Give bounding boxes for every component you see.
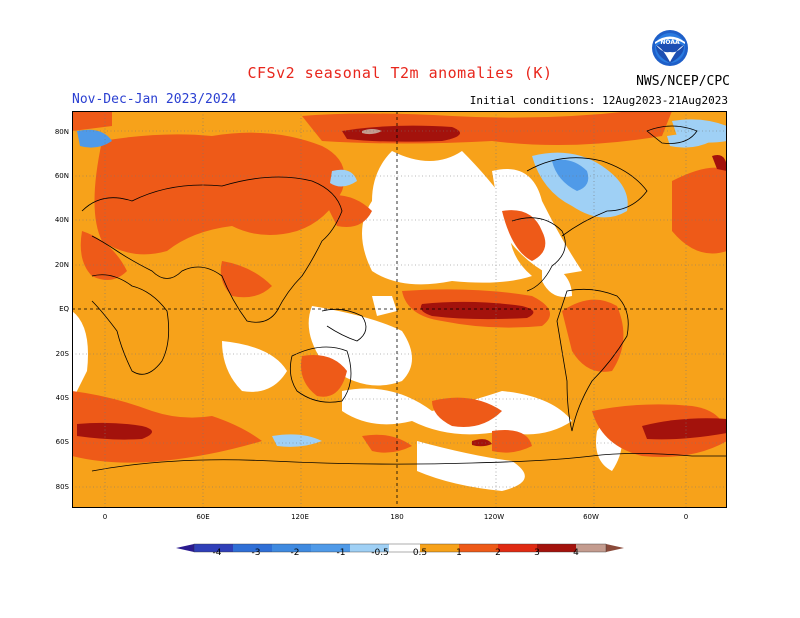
lon-label-120w: 120W bbox=[483, 513, 505, 521]
lon-label-0: 0 bbox=[102, 513, 108, 521]
logo-text: NOAA bbox=[660, 39, 680, 46]
forecast-period: Nov-Dec-Jan 2023/2024 bbox=[72, 92, 237, 107]
colorbar-label: -0.5 bbox=[371, 548, 389, 558]
cold-anomalies bbox=[77, 119, 727, 447]
lat-label-60s: 60S bbox=[55, 438, 69, 446]
lat-label-40n: 40N bbox=[54, 216, 69, 224]
colorbar-label: 2 bbox=[495, 548, 501, 558]
lat-label-20n: 20N bbox=[54, 261, 69, 269]
colorbar-label: -3 bbox=[251, 548, 261, 558]
lon-label-60e: 60E bbox=[196, 513, 210, 521]
colorbar-label: 3 bbox=[534, 548, 540, 558]
lat-label-80n: 80N bbox=[54, 128, 69, 136]
lat-label-40s: 40S bbox=[55, 394, 69, 402]
anomaly-1-2 bbox=[72, 111, 727, 463]
colorbar-arrow-cold bbox=[176, 544, 194, 552]
noaa-logo: NOAA bbox=[652, 30, 688, 66]
lat-label-80s: 80S bbox=[55, 483, 69, 491]
lat-label-60n: 60N bbox=[54, 172, 69, 180]
lon-label-0-east: 0 bbox=[683, 513, 689, 521]
colorbar-label: 1 bbox=[456, 548, 462, 558]
agency-label: NWS/NCEP/CPC bbox=[636, 74, 730, 89]
neutral-regions bbox=[72, 151, 622, 491]
colorbar-label: -4 bbox=[212, 548, 222, 558]
colorbar bbox=[176, 543, 624, 553]
map-title: CFSv2 seasonal T2m anomalies (K) bbox=[247, 64, 553, 82]
map-frame bbox=[72, 111, 727, 508]
lon-label-120e: 120E bbox=[291, 513, 309, 521]
coastlines bbox=[81, 125, 727, 472]
colorbar-label: -1 bbox=[336, 548, 346, 558]
graticule bbox=[72, 111, 727, 508]
lon-label-180: 180 bbox=[390, 513, 404, 521]
colorbar-arrow-warm bbox=[606, 544, 624, 552]
colorbar-label: 4 bbox=[573, 548, 579, 558]
colorbar-label: 0.5 bbox=[412, 548, 428, 558]
lat-label-20s: 20S bbox=[55, 350, 69, 358]
anomaly-3-4 bbox=[362, 129, 382, 135]
anomaly-map bbox=[72, 111, 727, 508]
initial-conditions: Initial conditions: 12Aug2023-21Aug2023 bbox=[469, 94, 728, 107]
lat-label-eq: EQ bbox=[59, 305, 69, 313]
lon-label-60w: 60W bbox=[583, 513, 599, 521]
colorbar-label: -2 bbox=[290, 548, 300, 558]
